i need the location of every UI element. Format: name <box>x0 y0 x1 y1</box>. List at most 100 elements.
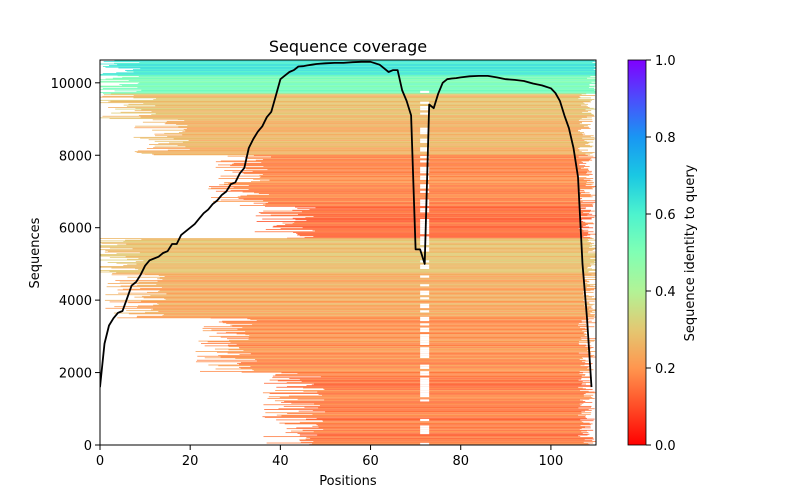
coverage-band-row <box>157 280 589 282</box>
coverage-band-row <box>297 213 593 215</box>
coverage-band-row <box>248 339 582 340</box>
coverage-band-row <box>198 340 595 342</box>
coverage-band-row <box>157 278 584 280</box>
coverage-band-row <box>128 302 590 304</box>
coverage-band-row <box>186 128 591 129</box>
coverage-band-row <box>137 305 585 307</box>
gap-cell <box>420 138 430 141</box>
coverage-band-row <box>242 327 580 328</box>
coverage-band-row <box>318 407 579 409</box>
coverage-band-row <box>220 199 579 201</box>
coverage-band-row <box>323 429 580 430</box>
coverage-band-row <box>262 416 586 418</box>
coverage-band-row <box>243 198 581 200</box>
coverage-band-row <box>263 200 596 202</box>
coverage-band-row <box>297 398 590 400</box>
coverage-band-row <box>268 194 591 195</box>
coverage-band-row <box>272 226 590 228</box>
coverage-band-row <box>133 71 596 73</box>
coverage-band-row <box>218 178 594 179</box>
coverage-band-row <box>299 421 584 423</box>
coverage-band-row <box>100 246 592 247</box>
coverage-band-row <box>293 232 589 233</box>
gap-cell <box>420 210 430 213</box>
coverage-band-row <box>136 263 591 265</box>
coverage-band-row <box>105 78 596 80</box>
coverage-band-row <box>119 281 590 283</box>
coverage-band-row <box>255 359 580 360</box>
coverage-band-row <box>147 291 594 293</box>
coverage-band-row <box>189 148 580 150</box>
coverage-band-row <box>301 211 591 213</box>
gap-cell <box>420 160 430 163</box>
coverage-band-row <box>161 287 587 288</box>
coverage-band-row <box>216 351 591 353</box>
x-axis-label: Positions <box>319 474 377 489</box>
coverage-band-row <box>246 194 596 196</box>
coverage-band-row <box>313 441 596 442</box>
coverage-band-row <box>109 247 596 249</box>
coverage-band-row <box>280 228 579 229</box>
gap-cell <box>420 323 430 326</box>
coverage-band-row <box>294 221 586 223</box>
coverage-band-row <box>296 427 591 429</box>
coverage-band-row <box>320 376 592 378</box>
coverage-band-row <box>233 162 587 164</box>
coverage-band-row <box>166 293 587 295</box>
coverage-band-row <box>159 277 585 279</box>
coverage-band-row <box>299 435 579 437</box>
coverage-band-row <box>154 133 586 135</box>
coverage-band-row <box>317 434 588 436</box>
coverage-band-row <box>297 373 580 375</box>
gap-cell <box>420 349 430 352</box>
coverage-band-row <box>152 119 593 121</box>
coverage-band-row <box>275 374 586 376</box>
gap-cell <box>420 223 430 226</box>
coverage-band-row <box>115 108 596 110</box>
coverage-band-row <box>100 249 595 251</box>
coverage-band-row <box>303 390 589 392</box>
gap-cell <box>420 316 430 319</box>
gap-cell <box>420 431 430 435</box>
coverage-band-row <box>252 369 594 371</box>
coverage-band-row <box>209 335 588 337</box>
coverage-band-row <box>164 132 583 134</box>
coverage-band-row <box>245 334 587 336</box>
coverage-band-row <box>236 343 580 345</box>
gap-cell <box>420 221 430 224</box>
coverage-band-row <box>123 104 581 106</box>
coverage-band-row <box>244 157 596 159</box>
coverage-band-row <box>218 321 582 323</box>
gap-cell <box>420 342 430 346</box>
coverage-band-row <box>228 182 587 184</box>
coverage-band-row <box>132 248 596 250</box>
coverage-band-row <box>122 288 595 290</box>
coverage-band-row <box>140 68 596 70</box>
coverage-band-row <box>152 129 579 131</box>
coverage-band-row <box>146 148 579 149</box>
coverage-band-row <box>109 65 596 67</box>
coverage-band-row <box>264 409 589 410</box>
coverage-band-row <box>169 142 590 144</box>
x-tick-label: 80 <box>452 454 469 469</box>
coverage-band-row <box>165 299 596 300</box>
coverage-band-row <box>178 132 585 133</box>
coverage-band-row <box>126 310 596 312</box>
coverage-band-row <box>239 366 589 368</box>
coverage-band-row <box>313 216 580 218</box>
coverage-band-row <box>105 294 584 296</box>
coverage-band-row <box>253 370 590 371</box>
gap-cell <box>420 399 430 402</box>
coverage-band-row <box>277 380 590 382</box>
gap-cell <box>420 227 430 230</box>
coverage-band-row <box>133 97 592 99</box>
coverage-band-row <box>141 238 589 240</box>
gap-cell <box>420 171 430 174</box>
coverage-band-row <box>151 114 594 116</box>
coverage-band-row <box>116 272 596 274</box>
coverage-band-row <box>141 109 586 111</box>
coverage-band-row <box>232 325 588 327</box>
coverage-band-row <box>158 275 596 277</box>
x-tick-label: 40 <box>272 454 289 469</box>
coverage-band-row <box>306 220 580 222</box>
